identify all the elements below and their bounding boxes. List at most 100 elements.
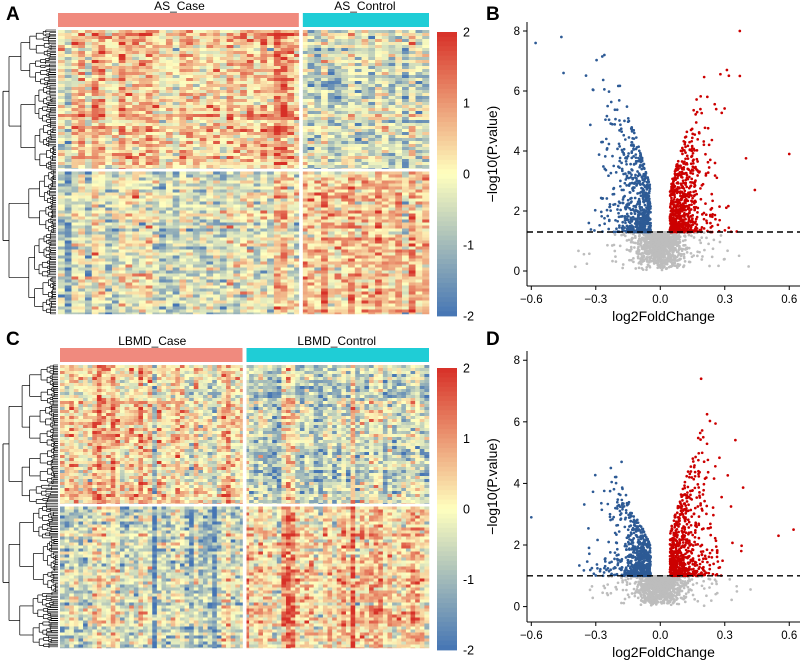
heatmap-cell bbox=[408, 129, 416, 133]
heatmap-cell bbox=[98, 78, 106, 82]
heatmap-cell bbox=[71, 96, 79, 100]
heatmap-cell bbox=[321, 48, 329, 52]
heatmap-cell bbox=[138, 162, 146, 166]
heatmap-cell bbox=[138, 48, 146, 52]
heatmap-cell bbox=[388, 180, 396, 184]
heatmap-cell bbox=[213, 108, 221, 112]
heatmap-cell bbox=[199, 90, 207, 94]
heatmap-cell bbox=[314, 249, 322, 253]
heatmap-cell bbox=[172, 156, 180, 160]
heatmap-cell bbox=[159, 171, 167, 175]
heatmap-cell bbox=[64, 126, 72, 130]
heatmap-cell bbox=[280, 45, 288, 49]
heatmap-cell bbox=[341, 213, 349, 217]
heatmap-cell bbox=[368, 105, 376, 109]
heatmap-cell bbox=[91, 216, 99, 220]
heatmap-cell bbox=[84, 252, 93, 256]
heatmap-cell bbox=[226, 222, 234, 226]
heatmap-cell bbox=[199, 237, 207, 241]
heatmap-cell bbox=[381, 57, 389, 61]
heatmap-cell bbox=[132, 99, 140, 103]
heatmap-cell bbox=[125, 207, 133, 211]
heatmap-cell bbox=[71, 228, 79, 232]
heatmap-cell bbox=[152, 60, 160, 64]
heatmap-cell bbox=[415, 78, 423, 82]
heatmap-cell bbox=[91, 213, 99, 217]
heatmap-cell bbox=[186, 144, 194, 148]
heatmap-cell bbox=[388, 159, 396, 163]
heatmap-cell bbox=[78, 78, 86, 82]
heatmap-cell bbox=[240, 123, 248, 127]
heatmap-cell bbox=[361, 243, 369, 247]
heatmap-cell bbox=[84, 174, 93, 178]
heatmap-cell bbox=[388, 249, 396, 253]
heatmap-cell bbox=[71, 195, 79, 199]
heatmap-cell bbox=[302, 69, 308, 73]
heatmap-cell bbox=[186, 108, 194, 112]
heatmap-cell bbox=[246, 153, 254, 157]
heatmap-cell bbox=[132, 132, 140, 136]
heatmap-cell bbox=[71, 75, 79, 79]
heatmap-cell bbox=[302, 63, 308, 67]
heatmap-cell bbox=[165, 210, 173, 214]
heatmap-cell bbox=[260, 51, 268, 55]
heatmap-cell bbox=[111, 237, 120, 241]
heatmap-cell bbox=[361, 81, 369, 85]
heatmap-cell bbox=[287, 102, 295, 106]
heatmap-cell bbox=[165, 246, 173, 250]
heatmap-cell bbox=[159, 201, 167, 205]
heatmap-cell bbox=[273, 129, 281, 133]
heatmap-cell bbox=[145, 45, 153, 49]
heatmap-cell bbox=[253, 84, 261, 88]
heatmap-cell bbox=[341, 126, 349, 130]
heatmap-cell bbox=[253, 249, 261, 253]
heatmap-cell bbox=[78, 42, 86, 46]
heatmap-cell bbox=[172, 30, 180, 34]
heatmap-cell bbox=[111, 231, 120, 235]
heatmap-cell bbox=[118, 54, 126, 58]
heatmap-cell bbox=[408, 45, 416, 49]
heatmap-cell bbox=[415, 249, 423, 253]
heatmap-cell bbox=[415, 216, 423, 220]
heatmap-cell bbox=[348, 240, 356, 244]
heatmap-cell bbox=[78, 36, 86, 40]
heatmap-cell bbox=[226, 249, 234, 253]
heatmap-cell bbox=[152, 219, 160, 223]
heatmap-cell bbox=[402, 84, 410, 88]
heatmap-cell bbox=[287, 72, 295, 76]
heatmap-cell bbox=[415, 234, 423, 238]
heatmap-cell bbox=[118, 69, 126, 73]
heatmap-cell bbox=[172, 105, 180, 109]
heatmap-cell bbox=[172, 231, 180, 235]
heatmap-cell bbox=[253, 108, 261, 112]
heatmap-cell bbox=[118, 81, 126, 85]
heatmap-cell bbox=[145, 195, 153, 199]
heatmap-cell bbox=[260, 150, 268, 154]
heatmap-cell bbox=[152, 72, 160, 76]
heatmap-cell bbox=[375, 219, 383, 223]
heatmap-cell bbox=[78, 108, 86, 112]
heatmap-cell bbox=[395, 126, 403, 130]
heatmap-cell bbox=[206, 102, 214, 106]
heatmap-cell bbox=[98, 93, 106, 97]
heatmap-cell bbox=[179, 183, 187, 187]
heatmap-cell bbox=[199, 138, 207, 142]
heatmap-cell bbox=[381, 117, 389, 121]
heatmap-cell bbox=[132, 258, 140, 262]
heatmap-cell bbox=[64, 207, 72, 211]
heatmap-cell bbox=[58, 60, 66, 64]
heatmap-cell bbox=[240, 84, 248, 88]
heatmap-cell bbox=[253, 222, 261, 226]
heatmap-cell bbox=[118, 39, 126, 43]
heatmap-cell bbox=[145, 177, 153, 181]
heatmap-cell bbox=[71, 210, 79, 214]
heatmap-cell bbox=[402, 189, 410, 193]
heatmap-cell bbox=[111, 159, 120, 163]
heatmap-cell bbox=[348, 258, 356, 262]
heatmap-cell bbox=[145, 165, 153, 169]
heatmap-cell bbox=[381, 177, 389, 181]
heatmap-cell bbox=[226, 165, 234, 169]
heatmap-cell bbox=[240, 186, 248, 190]
heatmap-cell bbox=[348, 117, 356, 121]
heatmap-cell bbox=[138, 60, 146, 64]
